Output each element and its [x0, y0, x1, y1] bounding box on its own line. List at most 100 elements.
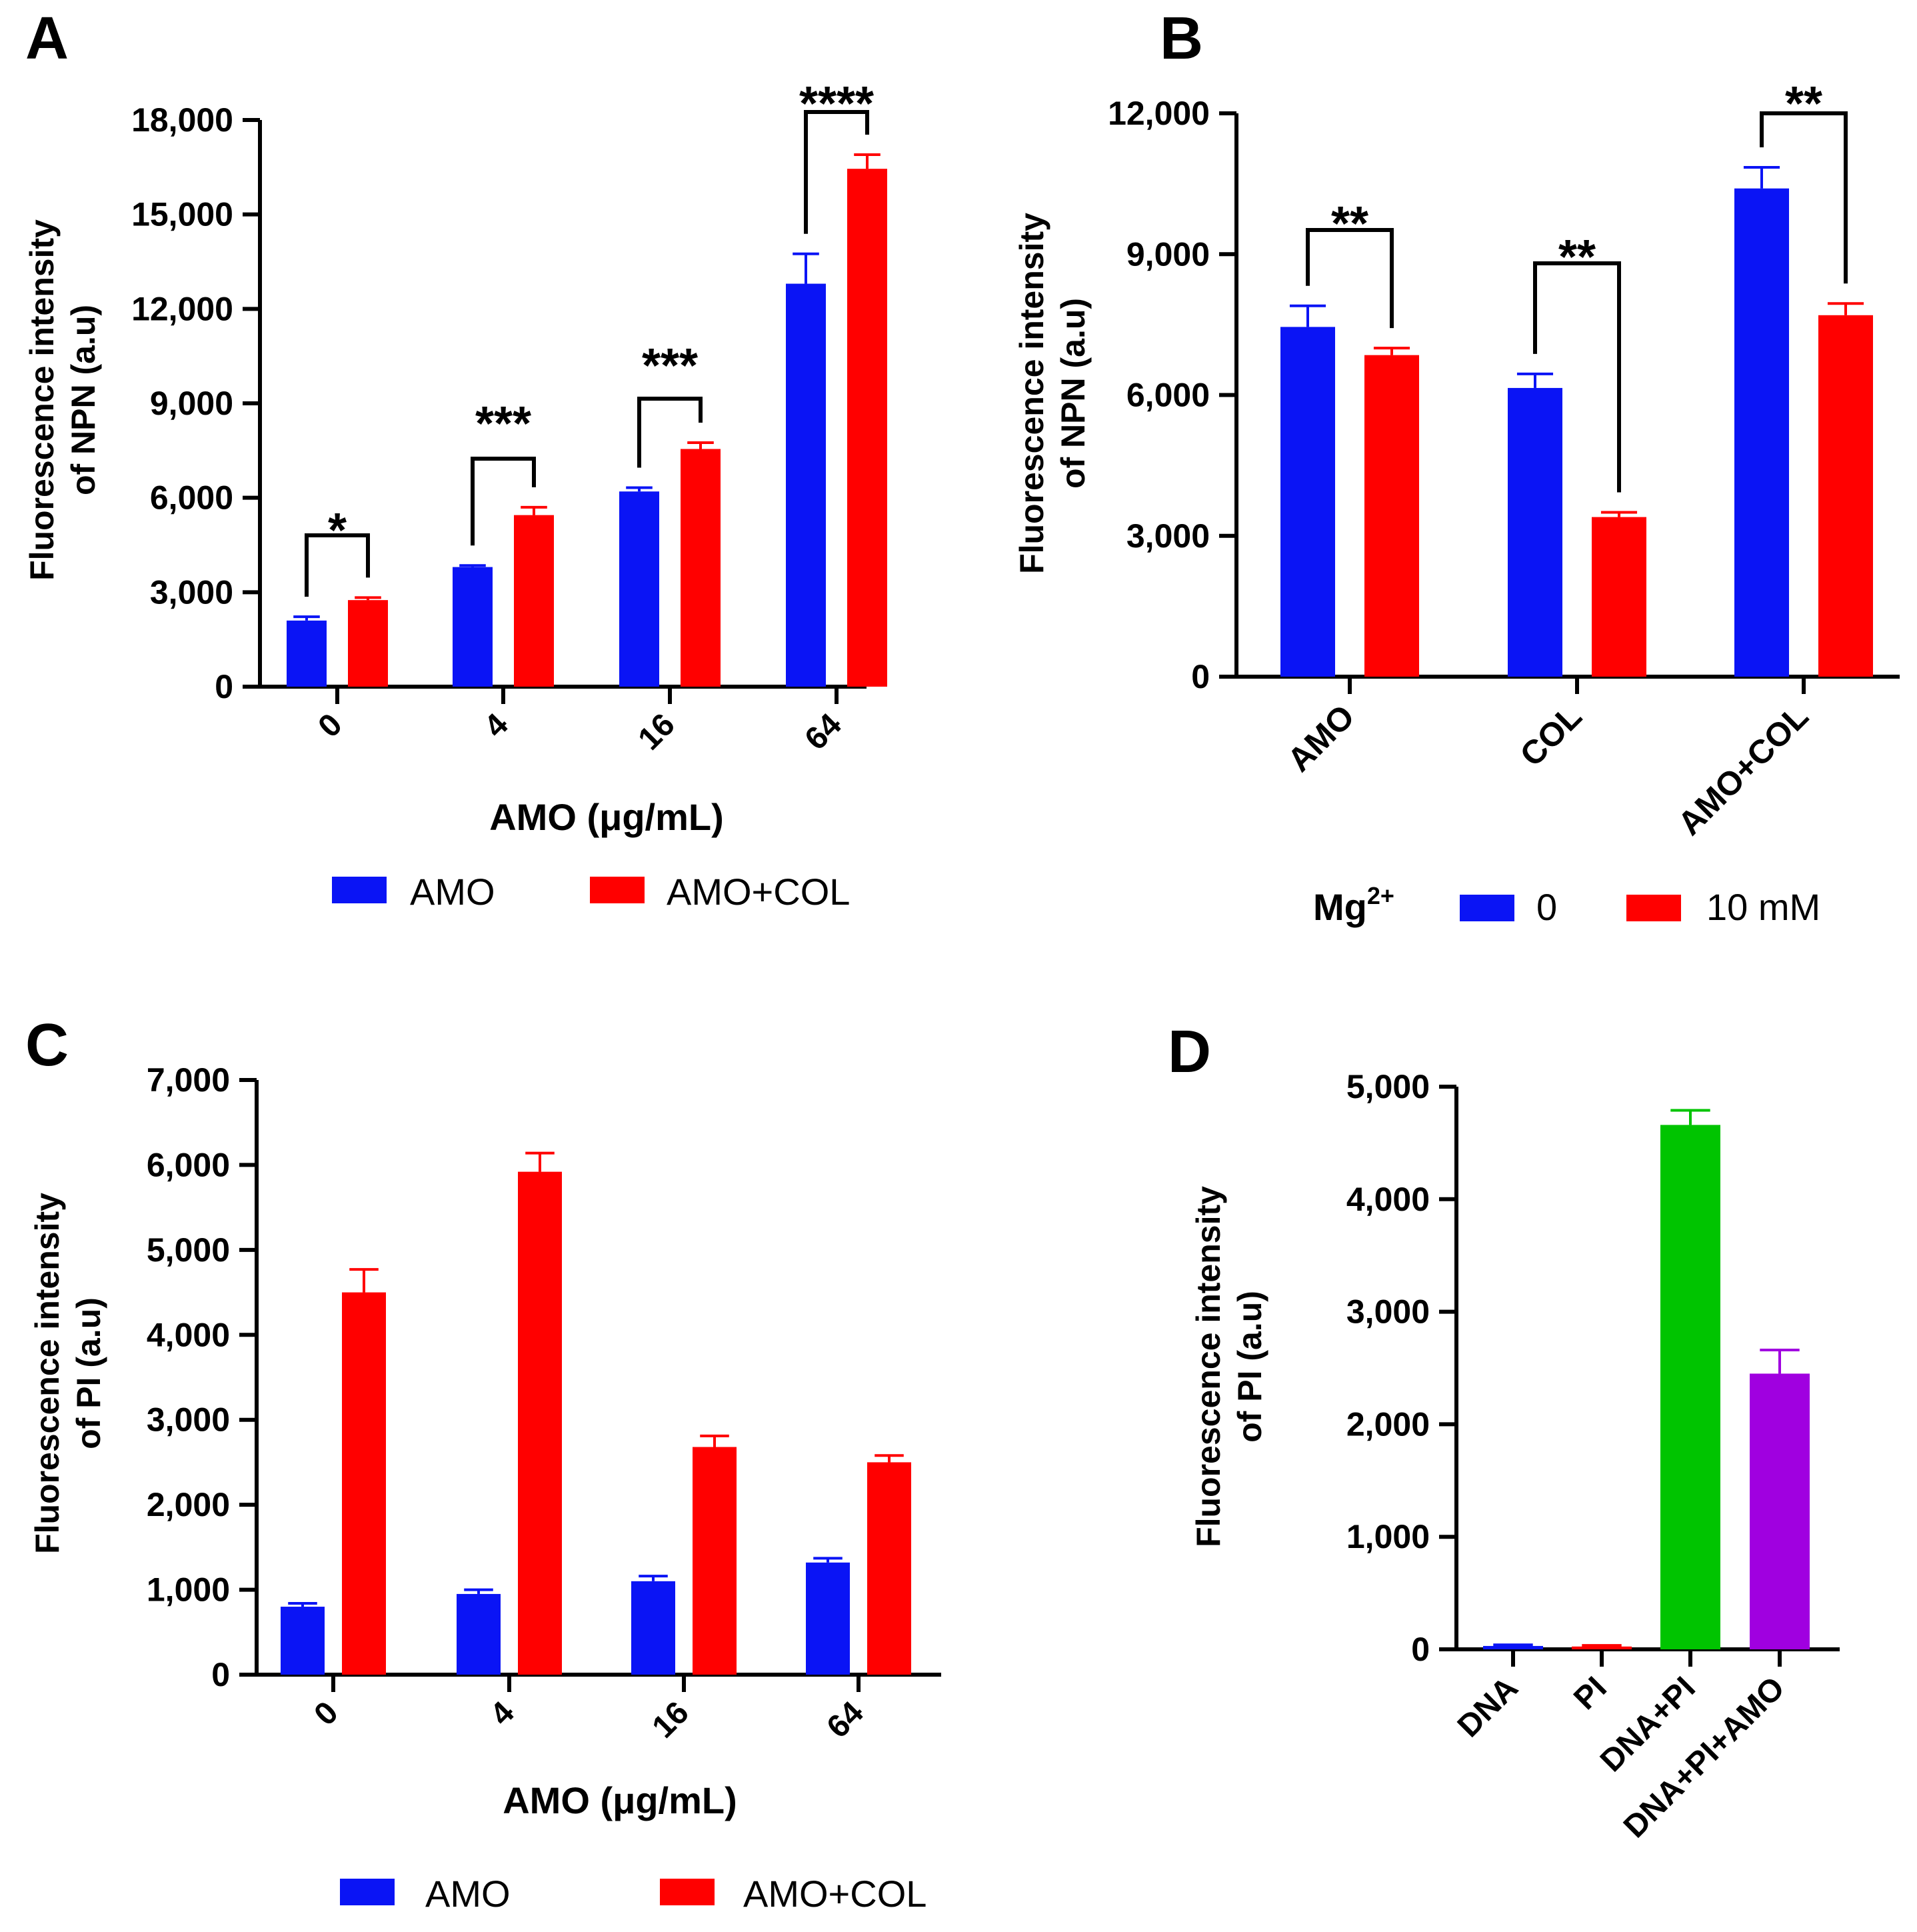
y-tick-label: 1,000	[147, 1571, 230, 1609]
x-tick-label: COL	[1513, 697, 1589, 773]
bar-10-mm-amo-col	[1818, 315, 1873, 677]
bar-amo-col-16	[693, 1447, 737, 1675]
y-tick-label: 3,000	[150, 573, 233, 611]
bar-amo-col-0	[348, 600, 388, 687]
x-tick-label: DNA	[1451, 1670, 1525, 1744]
bar-10-mm-col	[1592, 517, 1646, 677]
y-tick-label: 0	[215, 668, 233, 705]
y-axis-label-line: Fluorescence intensity	[1190, 1186, 1227, 1547]
legend-label: 0	[1536, 886, 1557, 928]
legend-title: Mg2+	[1313, 882, 1394, 928]
legend-label: 10 mM	[1706, 886, 1820, 928]
legend-title-superscript: 2+	[1367, 882, 1394, 909]
y-tick-label: 5,000	[1346, 1068, 1430, 1105]
bar-amo-64	[786, 283, 826, 687]
significance-stars: **	[1331, 197, 1368, 251]
y-axis-label-line: of NPN (a.u)	[65, 305, 102, 495]
y-tick-label: 6,000	[1126, 377, 1210, 414]
y-tick-label: 0	[1191, 658, 1210, 695]
bar-amo-16	[631, 1581, 675, 1675]
significance-bracket	[804, 110, 869, 234]
bar-amo-col-16	[681, 449, 721, 687]
y-tick-label: 3,000	[147, 1401, 230, 1439]
legend-swatch	[1460, 895, 1514, 921]
y-tick-label: 6,000	[150, 479, 233, 517]
y-tick-label: 9,000	[150, 385, 233, 422]
x-tick-label: AMO	[1280, 697, 1362, 779]
bar-amo-col-4	[514, 515, 554, 687]
y-tick-label: 15,000	[131, 196, 233, 233]
bar-amo-col-4	[518, 1171, 562, 1675]
bar-fluorescence-intensity-of-pi-dna-pi-amo	[1750, 1373, 1810, 1649]
legend-swatch	[332, 877, 387, 903]
y-axis-label-line: of PI (a.u)	[70, 1297, 107, 1449]
x-tick-label: PI	[1567, 1670, 1614, 1717]
y-tick-label: 18,000	[131, 101, 233, 139]
significance-stars: ****	[799, 77, 874, 131]
y-tick-label: 4,000	[147, 1316, 230, 1353]
panel-a-chart: 0 3,000 6,000 9,000 12,000 15,000 18,000 Fluore…	[23, 77, 887, 913]
x-axis-title: AMO (μg/mL)	[489, 796, 724, 838]
bar-0-amo-col	[1734, 188, 1789, 677]
y-tick-label: 3,000	[1126, 517, 1210, 555]
bar-0-amo	[1280, 327, 1335, 677]
panel-label-c: C	[25, 1012, 69, 1079]
y-tick-label: 2,000	[1346, 1405, 1430, 1443]
y-tick-label: 12,000	[131, 290, 233, 327]
bar-amo-4	[457, 1593, 501, 1675]
x-tick-label: 16	[646, 1695, 696, 1745]
y-tick-label: 4,000	[1346, 1181, 1430, 1218]
x-tick-label: 4	[477, 707, 515, 745]
bar-amo-col-0	[342, 1292, 386, 1675]
significance-stars: ***	[642, 339, 698, 393]
panel-label-a: A	[25, 5, 69, 72]
bar-fluorescence-intensity-of-pi-dna	[1483, 1645, 1543, 1649]
x-tick-label: 0	[311, 707, 349, 744]
y-tick-label: 2,000	[147, 1486, 230, 1523]
bar-amo-col-64	[867, 1462, 911, 1675]
bar-10-mm-amo	[1364, 355, 1419, 677]
legend-label: AMO	[410, 871, 495, 913]
legend-swatch	[340, 1879, 395, 1905]
legend-label: AMO+COL	[743, 1873, 927, 1915]
y-tick-label: 1,000	[1346, 1518, 1430, 1555]
legend-label: AMO+COL	[667, 871, 850, 913]
legend-swatch	[660, 1879, 715, 1905]
y-axis-label-line: Fluorescence intensity	[29, 1193, 66, 1554]
x-tick-label: 0	[307, 1695, 345, 1732]
bar-fluorescence-intensity-of-pi-pi	[1572, 1646, 1632, 1649]
y-axis-label-line: Fluorescence intensity	[1013, 213, 1050, 574]
bar-amo-0	[287, 620, 327, 687]
y-tick-label: 7,000	[147, 1061, 230, 1099]
y-axis-label: Fluorescence intensity of NPN (a.u)	[23, 219, 102, 581]
x-tick-label: 64	[799, 707, 849, 757]
x-tick-label: AMO+COL	[1670, 697, 1815, 842]
x-tick-label: 64	[821, 1695, 871, 1745]
bar-0-col	[1508, 387, 1562, 677]
panel-d-chart: 0 1,000 2,000 3,000 4,000 5,000 Fluorescence i…	[1190, 1068, 1840, 1845]
significance-stars: **	[1558, 231, 1596, 284]
y-tick-label: 5,000	[147, 1231, 230, 1269]
bar-amo-4	[453, 567, 493, 687]
y-axis-label: Fluorescence intensity of PI (a.u)	[1190, 1186, 1268, 1547]
y-tick-label: 0	[211, 1656, 230, 1693]
significance-bracket	[1533, 261, 1621, 493]
y-tick-label: 12,000	[1108, 95, 1210, 132]
x-axis-title: AMO (μg/mL)	[503, 1779, 737, 1821]
y-axis-label: Fluorescence intensity of NPN (a.u)	[1013, 213, 1092, 574]
significance-stars: **	[1785, 77, 1822, 131]
y-tick-label: 0	[1411, 1631, 1430, 1668]
legend-swatch	[1626, 895, 1681, 921]
bar-amo-16	[619, 491, 659, 687]
legend-label: AMO	[425, 1873, 511, 1915]
panel-c-chart: 0 1,000 2,000 3,000 4,000 5,000 6,000 7,000 Fluo…	[29, 1061, 941, 1915]
x-tick-label: 16	[632, 707, 682, 757]
significance-bracket	[1306, 228, 1394, 329]
legend-swatch	[590, 877, 645, 903]
x-tick-label: 4	[483, 1695, 521, 1733]
significance-bracket	[637, 397, 703, 468]
significance-bracket	[1760, 111, 1848, 284]
bar-amo-col-64	[847, 169, 887, 687]
y-axis-label-line: of PI (a.u)	[1231, 1291, 1268, 1443]
